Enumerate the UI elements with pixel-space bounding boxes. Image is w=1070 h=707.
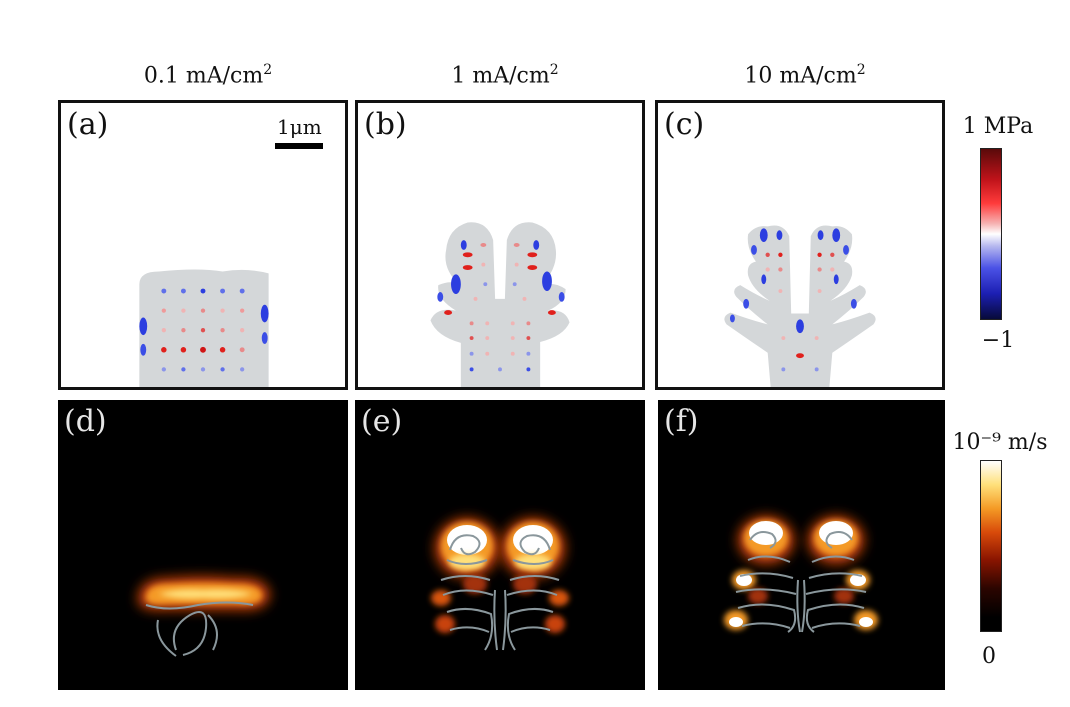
flow-glow-d <box>138 576 270 611</box>
stress-colorbar-top-label: 1 MPa <box>962 114 1034 139</box>
velocity-colorbar <box>980 460 1002 632</box>
column-title-1: 1 mA/cm2 <box>451 62 559 89</box>
streamlines-d <box>145 601 254 657</box>
streamlines-e <box>440 534 560 651</box>
panel-label-f: (f) <box>664 404 699 439</box>
column-title-10: 10 mA/cm2 <box>744 62 866 89</box>
stress-colorbar <box>980 148 1002 320</box>
deposit-shape-b <box>430 222 570 387</box>
flow-glow-f <box>724 516 878 630</box>
velocity-panel-d: (d) <box>58 400 348 690</box>
panel-label-c: (c) <box>664 107 705 142</box>
deposit-shape-c <box>724 225 876 387</box>
scale-bar-label: 1μm <box>277 115 322 139</box>
flow-field-e <box>431 518 569 651</box>
velocity-colorbar-top-label: 10⁻⁹ m/s <box>952 430 1048 455</box>
deposit-shape-a <box>139 269 269 387</box>
velocity-panel-e: (e) <box>355 400 645 690</box>
flow-field-d <box>138 576 270 657</box>
stress-panel-c: (c) <box>655 100 945 390</box>
column-title-0.1: 0.1 mA/cm2 <box>143 62 273 89</box>
flow-glow-e <box>431 518 569 633</box>
panel-label-e: (e) <box>361 404 403 439</box>
stress-panel-b: (b) <box>355 100 645 390</box>
panel-label-b: (b) <box>364 107 407 142</box>
stress-ellipses-a <box>139 288 269 372</box>
panel-label-d: (d) <box>64 404 107 439</box>
stress-ellipses-b <box>437 240 565 372</box>
stress-ellipses-c <box>729 228 857 372</box>
streamlines-f <box>735 531 867 633</box>
stress-panel-a: (a) 1μm <box>58 100 348 390</box>
scale-bar <box>275 143 323 149</box>
velocity-colorbar-bottom-label: 0 <box>982 644 996 669</box>
flow-field-f <box>724 516 878 633</box>
stress-colorbar-bottom-label: −1 <box>981 328 1015 353</box>
velocity-panel-f: (f) <box>658 400 945 690</box>
panel-label-a: (a) <box>67 107 109 142</box>
